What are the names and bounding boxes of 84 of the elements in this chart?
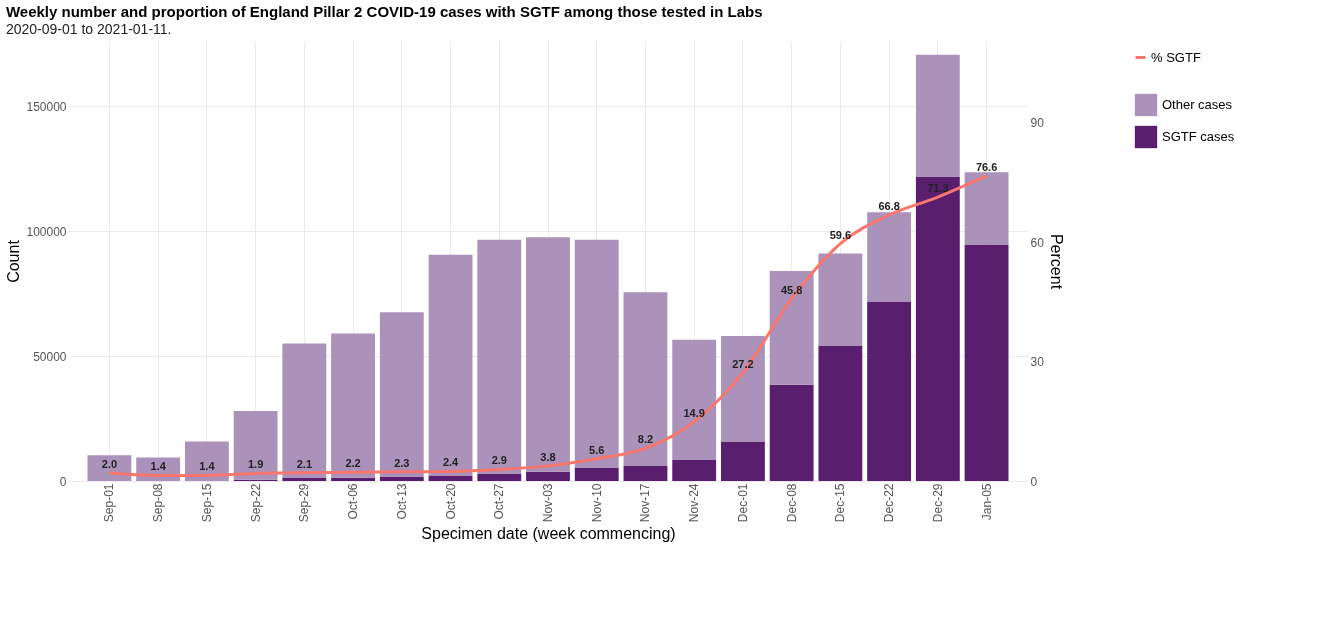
data-label: 8.2 — [637, 433, 654, 446]
x-tick-label: Oct-13 — [394, 483, 409, 520]
y2-tick-label: 90 — [1030, 116, 1045, 131]
x-tick-label: Nov-03 — [541, 483, 555, 523]
x-tick-label: Nov-24 — [687, 483, 702, 523]
bar — [818, 253, 863, 346]
bar — [574, 239, 619, 468]
data-label: 27.2 — [732, 357, 754, 370]
x-tick-label: Sep-08 — [151, 483, 166, 523]
bar — [818, 345, 863, 481]
x-axis-title: Specimen date (week commencing) — [421, 525, 676, 543]
x-tick-label: Sep-22 — [248, 483, 263, 523]
x-tick-label: Dec-15 — [833, 483, 848, 523]
y2-tick-label: 0 — [1030, 474, 1038, 489]
bar — [477, 474, 522, 481]
bar — [526, 471, 570, 481]
data-label: 2.9 — [491, 454, 507, 467]
y2-tick-label: 30 — [1030, 355, 1045, 370]
bar — [574, 467, 619, 481]
y2-axis-title: Percent — [1047, 233, 1065, 290]
x-tick-label: Sep-01 — [102, 483, 117, 523]
bar — [331, 477, 376, 481]
bar — [379, 477, 424, 481]
bar — [379, 312, 424, 477]
x-tick-label: Dec-22 — [882, 483, 897, 523]
bar — [331, 333, 376, 478]
bar — [672, 339, 717, 460]
y-axis-title: Count — [5, 239, 23, 283]
y-tick-label: 100000 — [26, 224, 67, 239]
x-tick-label: Sep-29 — [297, 483, 312, 523]
bar — [428, 254, 473, 476]
data-label: 1.9 — [247, 458, 264, 471]
x-tick-label: Oct-06 — [346, 483, 361, 520]
bar — [915, 54, 960, 177]
data-label: 45.8 — [780, 283, 803, 296]
legend-label: % SGTF — [1151, 49, 1201, 65]
data-label: 2.0 — [101, 458, 118, 471]
y-tick-label: 50000 — [33, 349, 67, 364]
x-tick-label: Oct-20 — [443, 483, 458, 520]
legend-label: Other cases — [1162, 97, 1233, 112]
data-label: 14.9 — [683, 406, 705, 419]
y-tick-label: 150000 — [26, 99, 67, 114]
data-label: 66.8 — [878, 200, 900, 213]
chart-subtitle: 2020-09-01 to 2021-01-11. — [5, 21, 172, 37]
bar — [526, 237, 570, 472]
x-tick-label: Oct-27 — [492, 483, 507, 520]
bar — [233, 411, 278, 480]
bar — [867, 301, 912, 481]
data-label: 2.4 — [442, 456, 460, 469]
bar — [867, 212, 912, 302]
data-label: 59.6 — [829, 228, 852, 241]
x-tick-label: Dec-29 — [930, 483, 945, 523]
bar — [915, 177, 960, 481]
bar — [623, 465, 668, 481]
data-label: 1.4 — [150, 460, 167, 473]
y-tick-label: 0 — [59, 474, 67, 489]
y2-tick-label: 60 — [1030, 235, 1045, 250]
bar — [720, 441, 765, 481]
x-tick-label: Jan-05 — [979, 483, 994, 521]
data-label: 76.6 — [975, 160, 998, 173]
data-label: 2.2 — [345, 457, 361, 470]
data-label: 2.1 — [296, 457, 312, 470]
bar — [282, 343, 327, 478]
x-tick-label: Dec-01 — [735, 483, 750, 523]
bar — [477, 239, 522, 474]
bar — [769, 384, 814, 481]
bar — [623, 292, 668, 466]
bar — [964, 172, 1009, 245]
chart-title: Weekly number and proportion of England Pillar 2 COVID-19 cases with SGTF among those tested in Labs — [5, 3, 763, 20]
legend-label: SGTF cases — [1162, 129, 1235, 144]
x-tick-label: Dec-08 — [784, 483, 799, 523]
data-label: 2.3 — [394, 456, 410, 469]
data-label: 1.4 — [199, 460, 216, 473]
x-tick-label: Nov-17 — [638, 483, 653, 523]
x-tick-label: Sep-15 — [199, 483, 214, 523]
bar — [964, 244, 1009, 481]
data-label: 3.8 — [540, 450, 556, 463]
data-label: 5.6 — [589, 443, 605, 456]
bar — [282, 478, 327, 481]
x-tick-label: Nov-10 — [589, 483, 604, 523]
data-label: 71.3 — [927, 182, 949, 195]
bar — [672, 460, 717, 481]
bar — [720, 336, 765, 442]
bar — [769, 271, 814, 385]
